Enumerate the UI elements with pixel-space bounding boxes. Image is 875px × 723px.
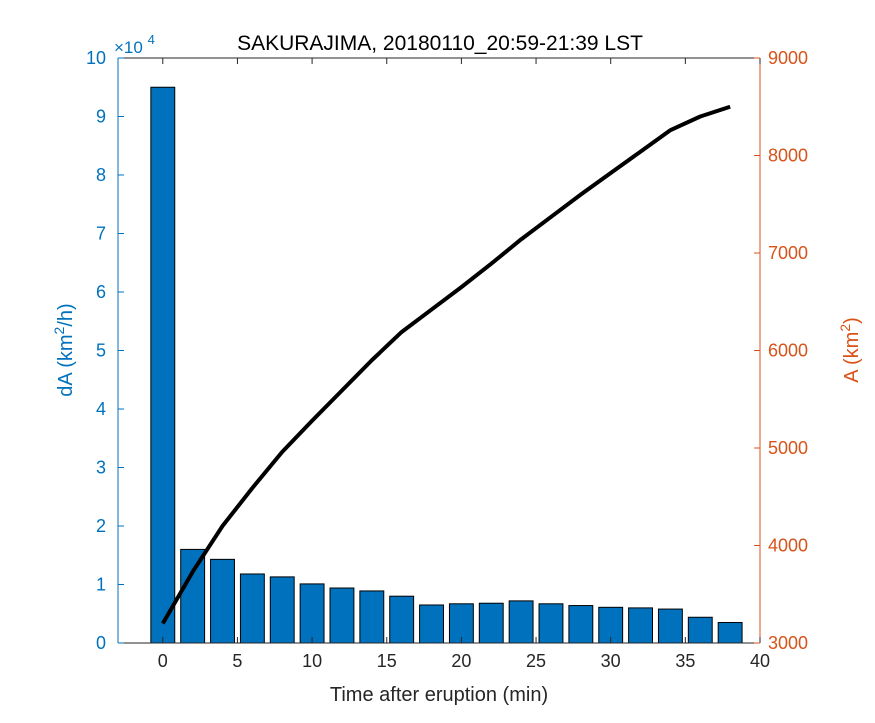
- left-y-tick-label-6: 6: [96, 282, 106, 302]
- right-y-ticks: 3000 4000 5000 6000 7000 8000 9000: [754, 48, 808, 653]
- left-axis-exponent-power: 4: [148, 32, 155, 47]
- left-y-tick-label-5: 5: [96, 341, 106, 361]
- left-y-tick-label-4: 4: [96, 399, 106, 419]
- chart-title: SAKURAJIMA, 20180110_20:59-21:39 LST: [237, 32, 643, 55]
- x-tick-label-2: 10: [302, 651, 322, 671]
- left-axis-exponent-base: ×10: [114, 38, 143, 57]
- left-y-tick-label-1: 1: [96, 575, 106, 595]
- right-y-tick-label-5: 8000: [768, 146, 808, 166]
- left-y-axis-label-sup: 2: [51, 326, 67, 334]
- right-y-tick-label-6: 9000: [768, 48, 808, 68]
- right-y-axis-label-suffix: ): [841, 317, 863, 324]
- bar-8: [389, 595, 415, 644]
- left-axis-exponent: ×10 4: [114, 32, 155, 57]
- bar-3: [239, 573, 265, 644]
- bar-18: [687, 616, 713, 644]
- left-y-axis-label-text: dA (km: [55, 334, 77, 396]
- bar-9: [419, 604, 444, 644]
- bar-4: [269, 576, 295, 644]
- bar-6: [329, 587, 355, 644]
- left-y-tick-label-7: 7: [96, 224, 106, 244]
- right-y-tick-label-4: 7000: [768, 243, 808, 263]
- right-y-axis-label-text: A (km: [841, 332, 863, 383]
- left-y-tick-label-10: 10: [86, 48, 106, 68]
- bars-layer: [150, 86, 743, 644]
- bar-2: [210, 558, 235, 644]
- bar-5: [299, 583, 325, 644]
- x-tick-label-5: 25: [526, 651, 546, 671]
- right-y-axis-label: A (km2): [837, 317, 863, 383]
- bar-16: [628, 607, 653, 644]
- bar-0: [150, 86, 176, 644]
- right-y-tick-label-0: 3000: [768, 633, 808, 653]
- bar-13: [538, 603, 564, 644]
- left-y-tick-label-0: 0: [96, 633, 106, 653]
- x-tick-label-3: 15: [377, 651, 397, 671]
- x-tick-label-4: 20: [451, 651, 471, 671]
- right-y-tick-label-2: 5000: [768, 438, 808, 458]
- left-y-tick-label-3: 3: [96, 458, 106, 478]
- bar-19: [717, 622, 743, 644]
- left-y-tick-label-9: 9: [96, 107, 106, 127]
- left-y-axis-label: dA (km2/h): [51, 303, 77, 396]
- right-y-tick-label-3: 6000: [768, 341, 808, 361]
- x-tick-label-6: 30: [601, 651, 621, 671]
- right-y-axis-label-sup: 2: [837, 324, 853, 332]
- bar-7: [359, 590, 385, 644]
- bar-17: [657, 608, 683, 644]
- x-tick-label-1: 5: [232, 651, 242, 671]
- left-y-tick-label-8: 8: [96, 165, 106, 185]
- area-series-line: [161, 104, 731, 625]
- x-tick-label-8: 40: [750, 651, 770, 671]
- left-y-ticks: 0 1 2 3 4 5 6 7 8 9 10: [86, 48, 124, 653]
- bar-1: [180, 548, 206, 644]
- x-tick-label-7: 35: [675, 651, 695, 671]
- bar-14: [568, 605, 594, 644]
- left-y-axis-label-suffix: /h): [55, 303, 77, 326]
- x-ticks: 0 5 10 15 20 25 30 35 40: [158, 58, 770, 671]
- x-tick-label-0: 0: [158, 651, 168, 671]
- right-y-tick-label-1: 4000: [768, 536, 808, 556]
- line-layer: [161, 104, 731, 625]
- left-y-tick-label-2: 2: [96, 516, 106, 536]
- bar-12: [508, 600, 534, 644]
- x-axis-label: Time after eruption (min): [330, 684, 548, 706]
- bar-11: [478, 602, 504, 644]
